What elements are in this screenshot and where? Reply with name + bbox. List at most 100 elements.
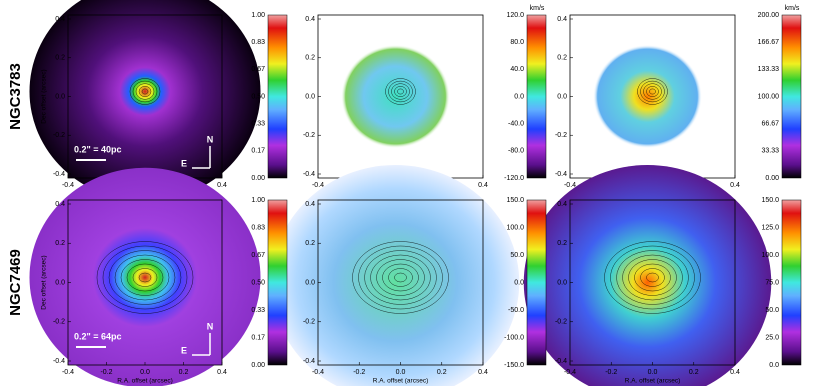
map-emission xyxy=(271,164,520,386)
y-tick-label: -0.4 xyxy=(303,358,315,365)
colorbar xyxy=(267,199,288,366)
colorbar-tick-label: 0.67 xyxy=(251,252,265,259)
colorbar-tick-label: 80.0 xyxy=(510,39,524,46)
contour xyxy=(640,80,665,103)
contour xyxy=(397,88,404,95)
y-tick-label: 0.0 xyxy=(557,93,567,100)
y-tick-label: -0.2 xyxy=(555,319,567,326)
x-tick-label: -0.4 xyxy=(564,182,576,189)
map-emission xyxy=(556,10,739,183)
x-axis-label: R.A. offset (arcsec) xyxy=(373,378,429,385)
colorbar-tick-label: 0.83 xyxy=(251,224,265,231)
colorbar xyxy=(526,14,547,179)
colorbar-tick-label: 100.00 xyxy=(758,93,780,100)
contour xyxy=(358,245,443,310)
contour xyxy=(394,272,407,283)
x-tick-label: -0.4 xyxy=(312,182,324,189)
contour xyxy=(394,86,407,97)
y-tick-label: -0.2 xyxy=(53,319,65,326)
colorbar-tick-label: 0.0 xyxy=(514,279,524,286)
colorbar-tick-label: 0.83 xyxy=(251,39,265,46)
y-tick-label: 0.0 xyxy=(55,279,65,286)
x-tick-label: 0.4 xyxy=(217,182,227,189)
colorbar-tick-label: -100.0 xyxy=(504,334,524,341)
contour xyxy=(646,272,659,283)
x-tick-label: 0.4 xyxy=(478,182,488,189)
contour xyxy=(634,263,671,292)
colorbar-unit: km/s xyxy=(785,5,800,12)
colorbar-tick-label: 50.0 xyxy=(765,307,779,314)
y-tick-label: 0.4 xyxy=(55,16,65,23)
map-emission xyxy=(29,0,261,202)
x-tick-label: 0.4 xyxy=(478,369,488,376)
x-tick-label: -0.2 xyxy=(605,369,617,376)
contour xyxy=(114,254,176,301)
colorbar-tick-label: 100.0 xyxy=(506,224,524,231)
contour xyxy=(388,80,413,103)
x-tick-label: -0.4 xyxy=(312,369,324,376)
y-axis-label: Dec offset (arcsec) xyxy=(41,255,48,309)
colorbar-tick-label: 133.33 xyxy=(758,66,780,73)
y-axis-label: Dec offset (arcsec) xyxy=(41,69,48,123)
y-tick-label: -0.4 xyxy=(53,358,65,365)
y-tick-label: 0.4 xyxy=(557,16,567,23)
colorbar-tick-label: 33.33 xyxy=(761,148,779,155)
colorbar xyxy=(781,14,802,179)
y-tick-label: 0.0 xyxy=(557,279,567,286)
y-tick-label: -0.4 xyxy=(555,171,567,178)
y-tick-label: 0.2 xyxy=(557,55,567,62)
y-tick-label: 0.0 xyxy=(305,279,315,286)
colorbar-tick-label: 200.00 xyxy=(758,12,780,19)
contour xyxy=(637,78,668,105)
colorbar-tick-label: 150.0 xyxy=(506,197,524,204)
contour xyxy=(610,245,695,310)
colorbar-unit: km/s xyxy=(530,5,545,12)
y-tick-label: -0.4 xyxy=(53,171,65,178)
y-tick-label: -0.2 xyxy=(303,319,315,326)
y-tick-label: 0.4 xyxy=(305,201,315,208)
colorbar xyxy=(267,14,288,179)
scale-bar-label: 0.2" = 40pc xyxy=(74,144,122,154)
colorbar-tick-label: 0.00 xyxy=(765,175,779,182)
row-label: NGC3783 xyxy=(7,63,24,130)
colorbar-tick-label: 50.0 xyxy=(510,252,524,259)
x-tick-label: 0.4 xyxy=(730,369,740,376)
colorbar-tick-label: 120.0 xyxy=(506,12,524,19)
x-axis-label: R.A. offset (arcsec) xyxy=(625,378,681,385)
contour xyxy=(616,250,689,305)
map-emission xyxy=(304,10,487,183)
contour xyxy=(628,259,677,296)
colorbar-tick-label: 1.00 xyxy=(251,197,265,204)
contour xyxy=(382,263,419,292)
contour xyxy=(129,78,161,105)
y-tick-label: -0.4 xyxy=(303,171,315,178)
colorbar-tick-label: -120.0 xyxy=(504,175,524,182)
contour xyxy=(391,83,410,100)
y-tick-label: 0.2 xyxy=(55,240,65,247)
colorbar-tick-label: 0.00 xyxy=(251,175,265,182)
y-tick-label: -0.4 xyxy=(555,358,567,365)
colorbar-tick-label: -40.0 xyxy=(508,121,524,128)
y-tick-label: 0.0 xyxy=(305,93,315,100)
x-tick-label: -0.2 xyxy=(100,369,112,376)
contour xyxy=(126,263,164,292)
scale-bar-label: 0.2" = 64pc xyxy=(74,331,122,341)
x-tick-label: -0.2 xyxy=(353,369,365,376)
colorbar xyxy=(781,199,802,366)
colorbar-tick-label: 0.0 xyxy=(514,93,524,100)
contour xyxy=(388,268,413,287)
colorbar-tick-label: 40.0 xyxy=(510,66,524,73)
colorbar-tick-label: 0.17 xyxy=(251,334,265,341)
colorbar-tick-label: 66.67 xyxy=(761,121,779,128)
contour xyxy=(640,268,665,287)
x-tick-label: -0.4 xyxy=(62,182,74,189)
colorbar-tick-label: 0.33 xyxy=(251,307,265,314)
colorbar-tick-label: 0.00 xyxy=(251,362,265,369)
colorbar-tick-label: 0.67 xyxy=(251,66,265,73)
contour xyxy=(643,83,662,100)
contour xyxy=(138,86,152,97)
colorbar-tick-label: 0.0 xyxy=(769,362,779,369)
contour xyxy=(141,88,149,95)
x-tick-label: 0.0 xyxy=(140,369,150,376)
